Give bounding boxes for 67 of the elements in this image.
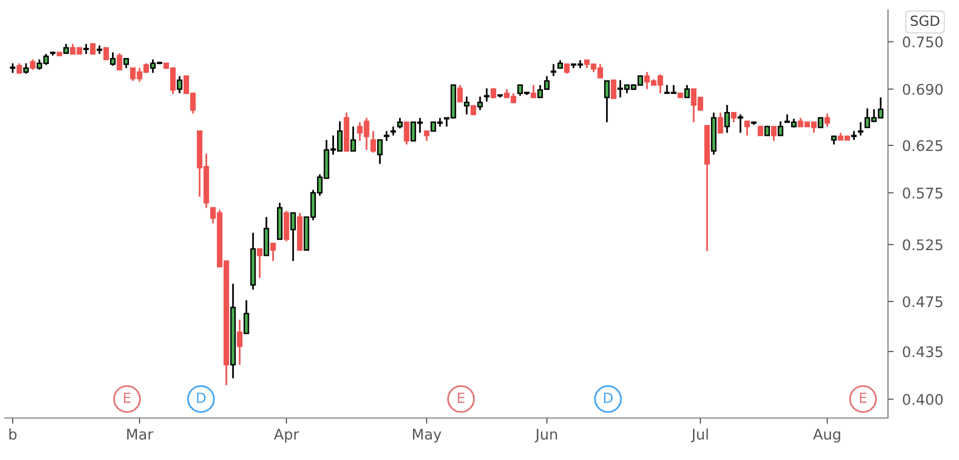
candlestick bbox=[370, 130, 376, 154]
annotation: E bbox=[860, 392, 866, 403]
candlestick bbox=[824, 112, 830, 128]
candlestick bbox=[110, 52, 116, 67]
x-tick-label: Mar bbox=[127, 428, 154, 440]
y-tick-label: 0.625 bbox=[902, 140, 942, 152]
candlestick bbox=[256, 248, 262, 279]
candlestick bbox=[404, 121, 410, 146]
candlestick bbox=[610, 79, 616, 99]
candlestick bbox=[764, 124, 770, 136]
candlestick bbox=[290, 212, 296, 262]
annotation: E bbox=[124, 392, 130, 403]
candlestick bbox=[744, 120, 750, 136]
candlestick bbox=[530, 84, 536, 98]
candlestick bbox=[30, 58, 36, 71]
candlestick bbox=[397, 117, 403, 130]
candlestick bbox=[350, 126, 356, 152]
candlestick bbox=[484, 87, 490, 102]
y-tick-label: 0.475 bbox=[902, 296, 942, 308]
annotation: D bbox=[604, 392, 613, 403]
x-tick-label: b bbox=[9, 428, 17, 440]
candlestick bbox=[63, 43, 69, 55]
candlestick bbox=[176, 75, 182, 94]
candlestick bbox=[270, 242, 276, 262]
candlestick bbox=[724, 104, 730, 134]
x-tick-label: May bbox=[412, 428, 442, 443]
candlestick bbox=[424, 130, 430, 142]
candlestick bbox=[103, 46, 109, 62]
candlestick bbox=[116, 52, 122, 71]
candlestick bbox=[464, 96, 470, 116]
candlestick bbox=[778, 120, 784, 136]
text: SGD bbox=[910, 16, 940, 26]
y-tick-label: 0.525 bbox=[902, 239, 942, 250]
candlestick bbox=[858, 121, 864, 136]
candlestick bbox=[457, 84, 463, 102]
candlestick bbox=[90, 42, 96, 55]
y-tick-label: 0.750 bbox=[902, 36, 943, 48]
candlestick bbox=[377, 139, 383, 165]
candlestick bbox=[10, 62, 16, 74]
y-tick-label: 0.400 bbox=[902, 394, 943, 405]
x-tick-label: Apr bbox=[274, 428, 300, 443]
y-tick-label: 0.690 bbox=[902, 84, 943, 95]
x-tick-label: Aug bbox=[813, 428, 840, 443]
candlestick bbox=[23, 62, 29, 75]
y-tick-label: 0.575 bbox=[902, 188, 942, 199]
annotation: E bbox=[458, 392, 464, 403]
candlestick bbox=[244, 299, 250, 334]
candlestick bbox=[236, 318, 242, 366]
candlestick bbox=[684, 84, 690, 98]
candlestick bbox=[818, 117, 824, 128]
candlestick bbox=[83, 43, 89, 55]
candlestick bbox=[771, 126, 777, 142]
candlestick bbox=[384, 130, 390, 142]
candlestick bbox=[550, 63, 556, 77]
candlestick bbox=[604, 80, 610, 124]
candlestick bbox=[738, 114, 744, 134]
y-tick-label: 0.435 bbox=[902, 346, 942, 358]
candlestick bbox=[731, 112, 737, 124]
candlestick bbox=[758, 124, 764, 136]
candlestick bbox=[123, 58, 129, 69]
candlestick bbox=[470, 105, 476, 116]
candlestick bbox=[477, 96, 483, 111]
candlestick bbox=[851, 130, 857, 141]
x-tick-label: Jun bbox=[534, 428, 557, 442]
candlestick bbox=[718, 112, 724, 134]
annotation: D bbox=[197, 392, 206, 403]
x-tick-label: Jul bbox=[690, 428, 708, 442]
